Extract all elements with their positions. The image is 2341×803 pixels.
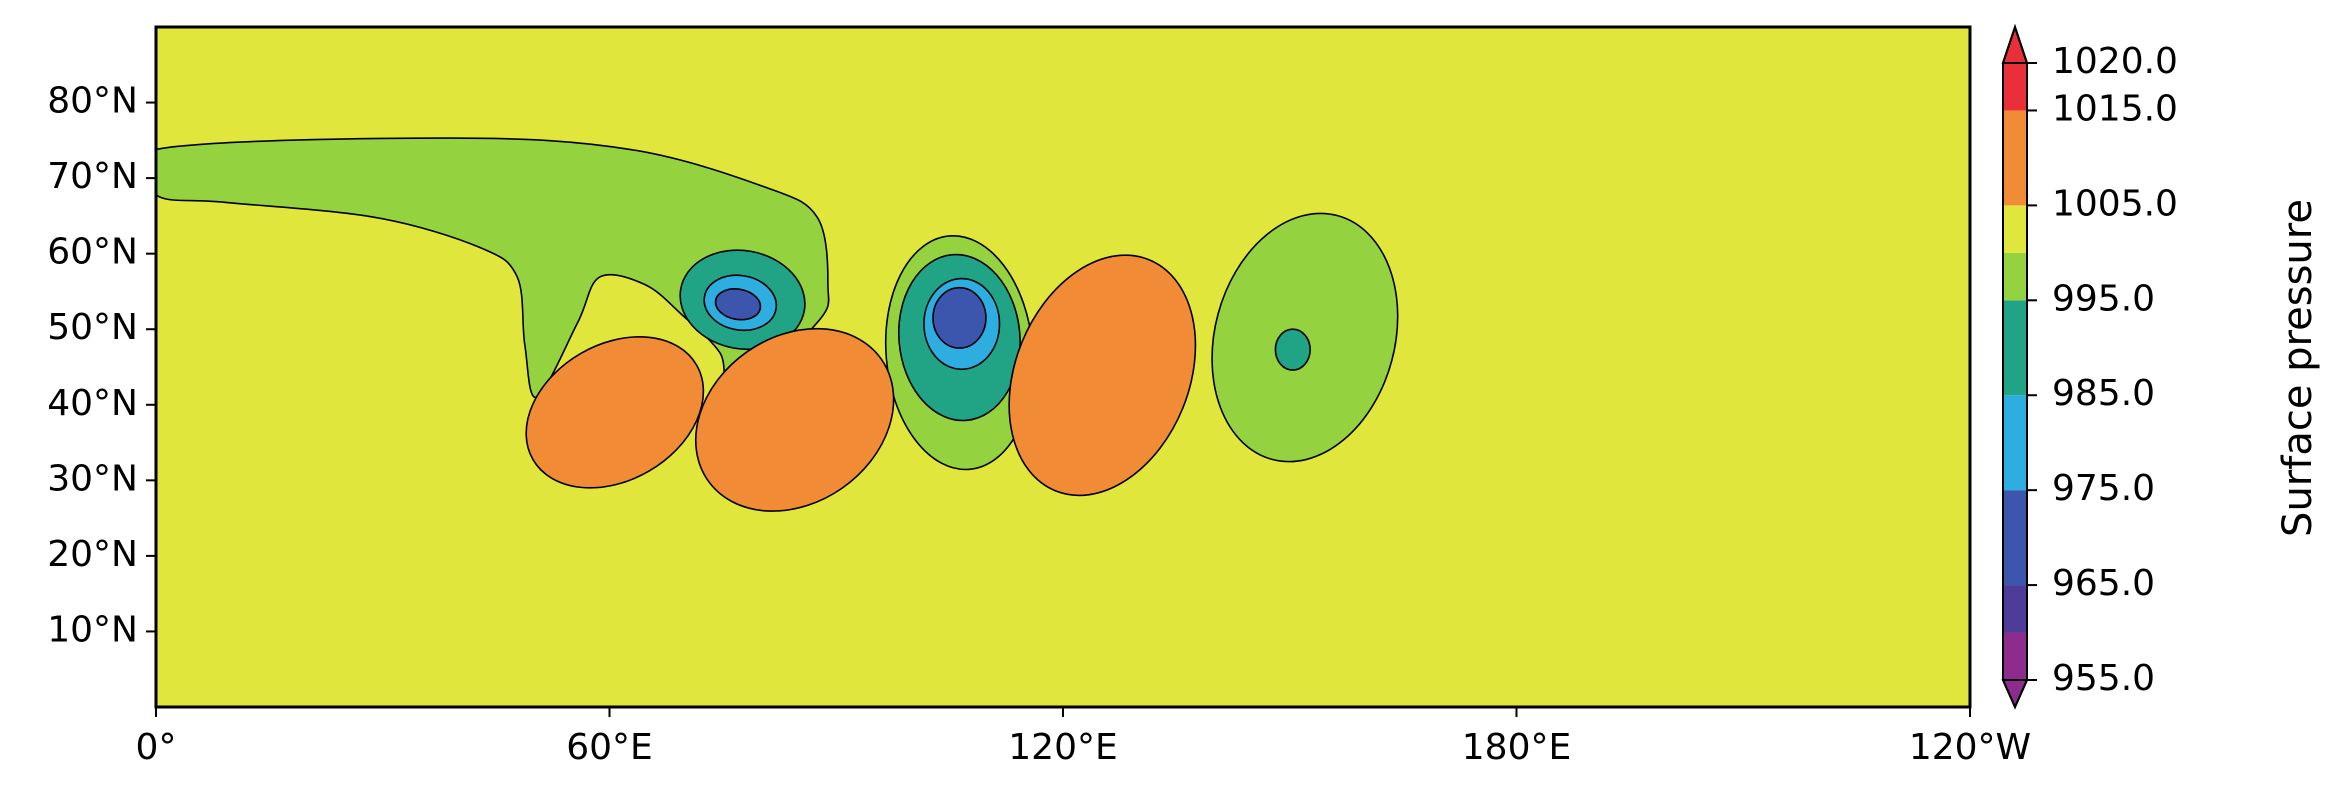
- y-tick-label: 30°N: [47, 458, 138, 499]
- x-tick-label: 120°W: [1909, 727, 2031, 768]
- x-tick-label: 0°: [136, 727, 177, 768]
- y-tick-label: 50°N: [47, 307, 138, 348]
- plot-area: [156, 27, 1970, 707]
- colorbar-band: [2003, 585, 2027, 633]
- colorbar-band: [2003, 632, 2027, 680]
- colorbar-band: [2003, 205, 2027, 253]
- pressure-region: [694, 327, 895, 512]
- y-tick-label: 10°N: [47, 609, 138, 650]
- y-tick-label: 70°N: [47, 156, 138, 197]
- x-tick-label: 180°E: [1462, 727, 1571, 768]
- colorbar-tick-label: 1020.0: [2052, 41, 2178, 82]
- y-tick-label: 20°N: [47, 534, 138, 575]
- pressure-region: [932, 286, 987, 349]
- colorbar-band: [2003, 110, 2027, 206]
- pressure-region: [1274, 328, 1311, 371]
- pressure-region: [714, 288, 762, 321]
- pressure-region: [525, 336, 705, 489]
- colorbar-tick-label: 1005.0: [2052, 183, 2178, 224]
- colorbar-tick-label: 975.0: [2052, 468, 2155, 509]
- colorbar-tick-label: 995.0: [2052, 278, 2155, 319]
- colorbar-extend-min: [2001, 679, 2029, 710]
- colorbar-band: [2003, 300, 2027, 396]
- y-tick-label: 60°N: [47, 232, 138, 273]
- pressure-region: [1008, 254, 1197, 497]
- colorbar-tick-label: 955.0: [2052, 658, 2155, 699]
- y-tick-label: 80°N: [47, 81, 138, 122]
- colorbar-band: [2003, 63, 2027, 111]
- colorbar-band: [2003, 395, 2027, 491]
- y-tick-label: 40°N: [47, 383, 138, 424]
- colorbar-tick-label: 985.0: [2052, 373, 2155, 414]
- pressure-region: [156, 137, 830, 399]
- colorbar-tick-label: 965.0: [2052, 563, 2155, 604]
- colorbar-label: Surface pressure: [2275, 199, 2321, 537]
- colorbar-band: [2003, 252, 2027, 301]
- x-tick-label: 60°E: [566, 727, 653, 768]
- colorbar-tick-label: 1015.0: [2052, 88, 2178, 129]
- colorbar-extend-max: [2001, 23, 2029, 64]
- colorbar-band: [2003, 490, 2027, 586]
- x-tick-label: 120°E: [1008, 727, 1117, 768]
